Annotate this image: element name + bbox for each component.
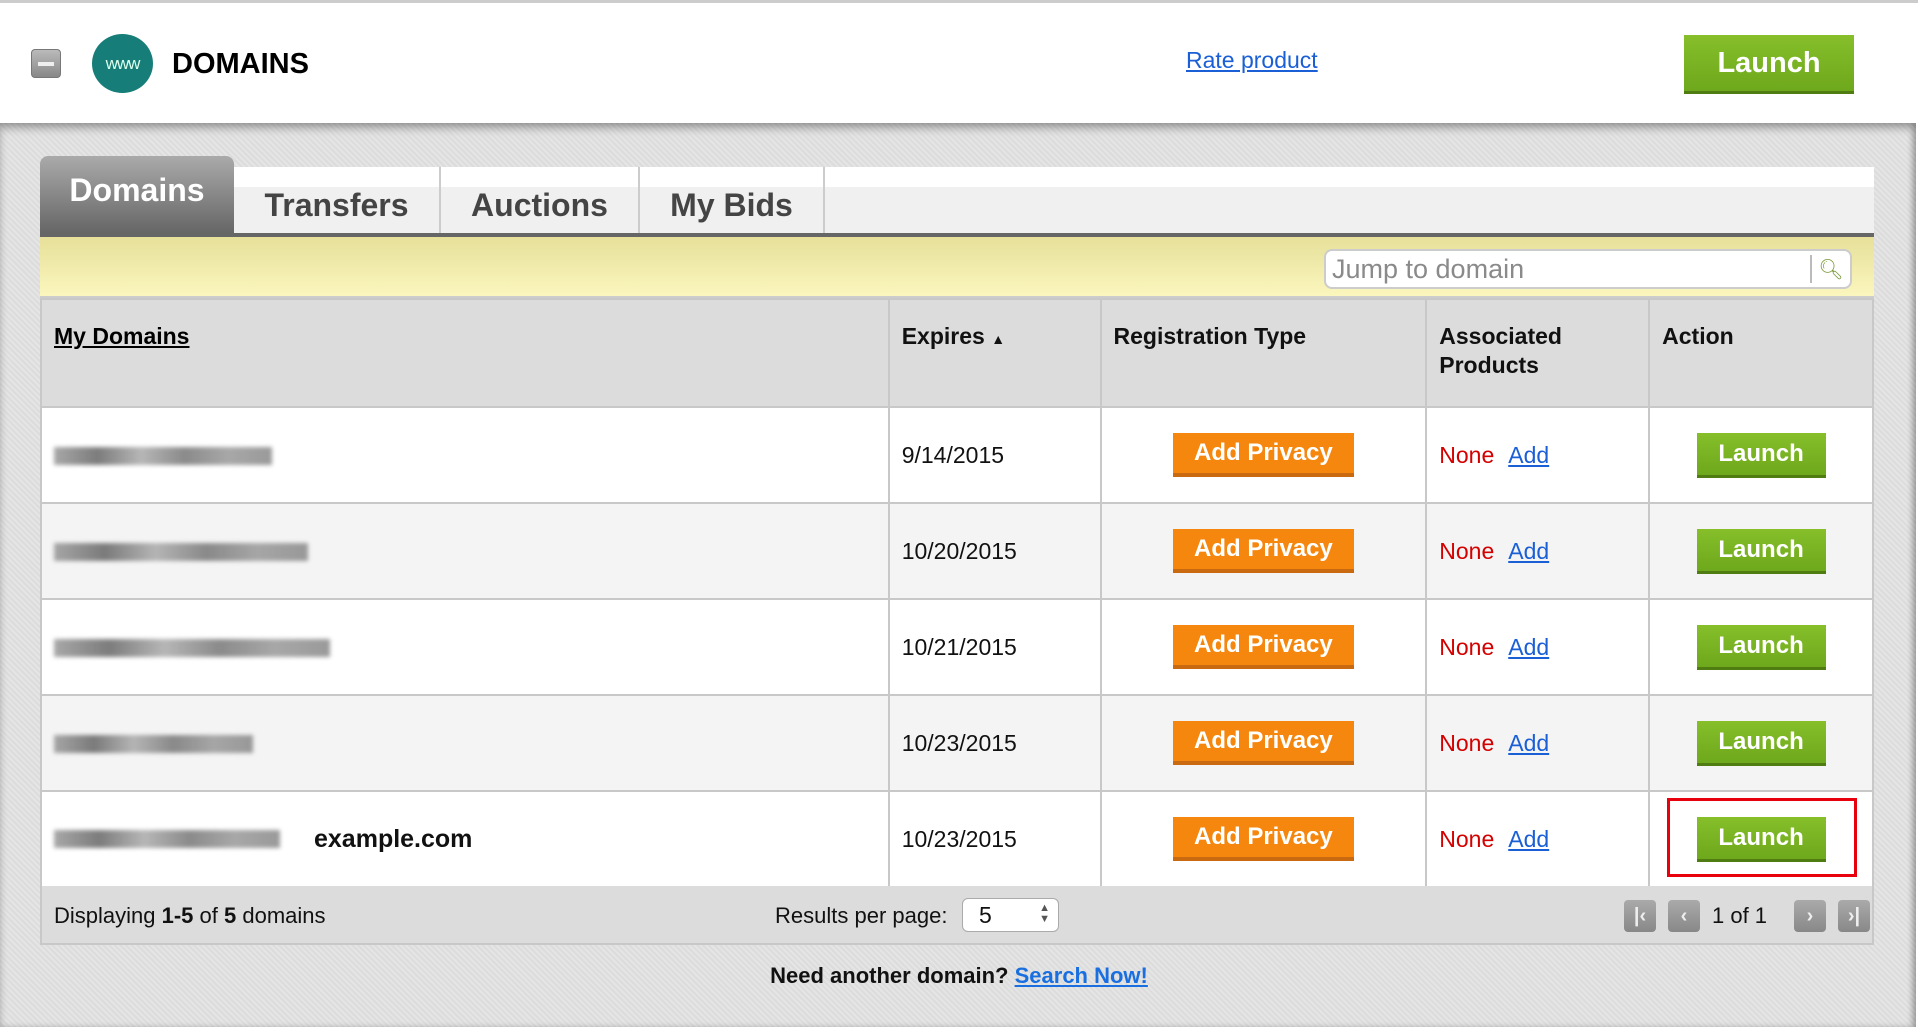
redacted-domain — [54, 735, 253, 754]
tab-transfers[interactable]: Transfers — [234, 167, 441, 233]
jump-to-domain-field[interactable]: 🔍︎ — [1324, 249, 1852, 289]
add-privacy-button[interactable]: Add Privacy — [1172, 625, 1354, 669]
results-per-page-label: Results per page: — [775, 903, 948, 928]
expires-date: 10/20/2015 — [887, 502, 1102, 600]
table-row: 10/21/2015 Add Privacy None Add Launch — [40, 598, 1874, 696]
column-associated-products: Associated Products — [1425, 298, 1651, 408]
need-another-text: Need another domain? — [770, 963, 1015, 988]
add-product-link[interactable]: Add — [1508, 537, 1550, 564]
launch-button[interactable]: Launch — [1684, 35, 1854, 94]
last-page-icon[interactable]: ›| — [1838, 900, 1870, 932]
add-privacy-button[interactable]: Add Privacy — [1172, 529, 1354, 573]
column-expires[interactable]: Expires ▲ — [887, 298, 1102, 408]
search-now-link[interactable]: Search Now! — [1014, 963, 1148, 988]
sort-ascending-icon: ▲ — [991, 331, 1006, 347]
page-indicator: 1 of 1 — [1712, 903, 1768, 928]
highlight-box — [1667, 798, 1857, 877]
rate-product-link[interactable]: Rate product — [1186, 47, 1318, 73]
column-action: Action — [1648, 298, 1874, 408]
sort-my-domains-link[interactable]: My Domains — [54, 323, 190, 349]
column-my-domains[interactable]: My Domains — [40, 298, 890, 408]
expires-date: 10/23/2015 — [887, 790, 1102, 888]
add-product-link[interactable]: Add — [1508, 633, 1550, 660]
expires-label[interactable]: Expires — [901, 323, 985, 349]
tab-my-bids[interactable]: My Bids — [640, 167, 825, 233]
products-none: None — [1439, 441, 1495, 468]
launch-button[interactable]: Launch — [1696, 528, 1826, 574]
add-privacy-button[interactable]: Add Privacy — [1172, 433, 1354, 477]
page-title: DOMAINS — [172, 48, 309, 80]
launch-button[interactable]: Launch — [1696, 816, 1826, 862]
expires-date: 9/14/2015 — [887, 406, 1102, 504]
column-registration-type: Registration Type — [1099, 298, 1428, 408]
add-privacy-button[interactable]: Add Privacy — [1172, 721, 1354, 765]
first-page-icon[interactable]: |‹ — [1624, 900, 1656, 932]
domain-annotation: example.com — [314, 824, 473, 853]
domains-table: My Domains Expires ▲ Registration Type A… — [40, 298, 1874, 888]
add-product-link[interactable]: Add — [1508, 441, 1550, 468]
jump-to-domain-input[interactable] — [1326, 253, 1810, 285]
add-product-link[interactable]: Add — [1508, 729, 1550, 756]
launch-button[interactable]: Launch — [1696, 432, 1826, 478]
need-another-domain: Need another domain? Search Now! — [0, 963, 1918, 989]
tab-divider — [40, 233, 1874, 237]
tab-auctions[interactable]: Auctions — [441, 167, 640, 233]
search-icon[interactable]: 🔍︎ — [1810, 255, 1850, 283]
table-row: 10/20/2015 Add Privacy None Add Launch — [40, 502, 1874, 600]
select-arrows-icon: ▲ ▼ — [1039, 902, 1050, 925]
add-privacy-button[interactable]: Add Privacy — [1172, 817, 1354, 861]
expires-date: 10/23/2015 — [887, 694, 1102, 792]
add-product-link[interactable]: Add — [1508, 825, 1550, 852]
redacted-domain — [54, 639, 330, 658]
table-footer: Displaying 1-5 of 5 domains Results per … — [40, 886, 1874, 945]
table-row: 9/14/2015 Add Privacy None Add Launch — [40, 406, 1874, 504]
tab-domains[interactable]: Domains — [40, 156, 234, 233]
collapse-button[interactable] — [31, 49, 61, 78]
products-none: None — [1439, 729, 1495, 756]
previous-page-icon[interactable]: ‹ — [1668, 900, 1700, 932]
next-page-icon[interactable]: › — [1794, 900, 1826, 932]
redacted-domain — [54, 447, 272, 466]
products-none: None — [1439, 633, 1495, 660]
www-globe-icon: www — [92, 34, 153, 93]
top-border — [0, 0, 1918, 3]
table-row: 10/23/2015 Add Privacy None Add Launch — [40, 694, 1874, 792]
redacted-domain — [54, 543, 308, 562]
header — [0, 3, 1918, 123]
launch-button[interactable]: Launch — [1696, 720, 1826, 766]
expires-date: 10/21/2015 — [887, 598, 1102, 696]
table-row: example.com 10/23/2015 Add Privacy None A… — [40, 790, 1874, 888]
tab-bar — [40, 167, 1874, 233]
table-header: My Domains Expires ▲ Registration Type A… — [40, 298, 1874, 408]
redacted-domain — [54, 830, 280, 849]
results-per-page-select[interactable]: 5 ▲ ▼ — [962, 898, 1059, 932]
displaying-count: Displaying 1-5 of 5 domains — [54, 903, 326, 928]
products-none: None — [1439, 825, 1495, 852]
launch-button[interactable]: Launch — [1696, 624, 1826, 670]
products-none: None — [1439, 537, 1495, 564]
